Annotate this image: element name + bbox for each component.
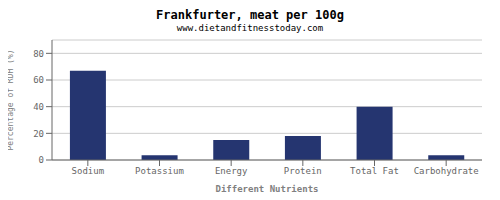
svg-text:Potassium: Potassium: [135, 166, 184, 176]
html-text:www.dietandfitnesstoday.com: www.dietandfitnesstoday.com: [176, 23, 324, 33]
svg-text:60: 60: [33, 75, 44, 85]
svg-text:Energy: Energy: [215, 166, 248, 176]
svg-text:Different Nutrients: Different Nutrients: [216, 184, 319, 192]
svg-text:20: 20: [33, 129, 44, 139]
svg-text:Protein: Protein: [284, 166, 322, 176]
svg-text:Percentage of RDH (%): Percentage of RDH (%): [8, 49, 15, 150]
svg-text:Carbohydrate: Carbohydrate: [414, 166, 479, 176]
svg-text:Total Fat: Total Fat: [350, 166, 399, 176]
svg-text:0: 0: [39, 155, 44, 165]
svg-text:40: 40: [33, 102, 44, 112]
html-text:Frankfurter, meat per 100g: Frankfurter, meat per 100g: [156, 8, 344, 22]
svg-text:80: 80: [33, 49, 44, 59]
svg-text:Sodium: Sodium: [72, 166, 105, 176]
